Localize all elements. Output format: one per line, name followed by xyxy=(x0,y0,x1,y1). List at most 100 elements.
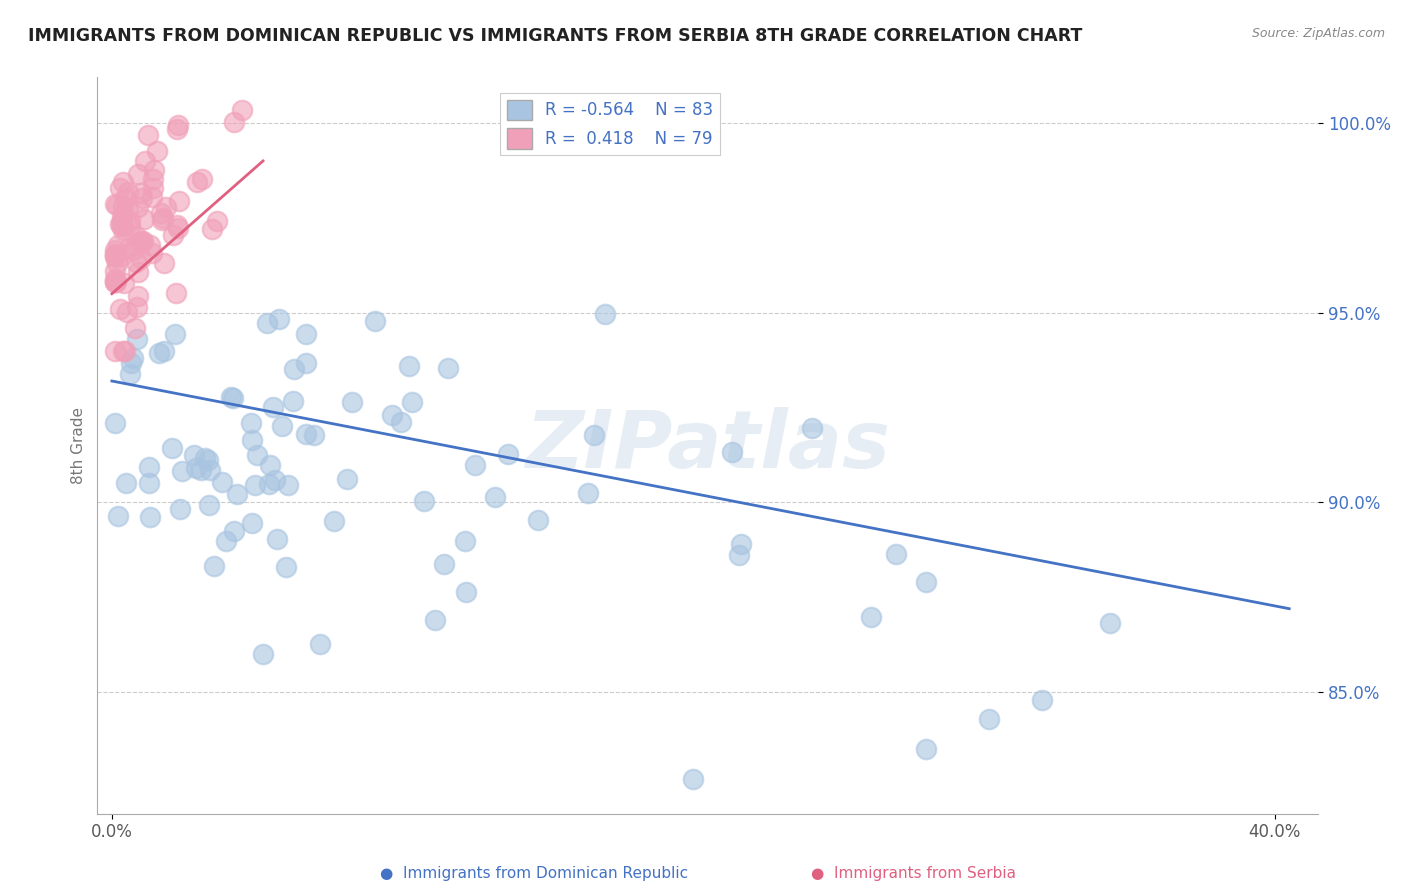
Point xyxy=(132,234,155,248)
Point xyxy=(127,200,149,214)
Point xyxy=(128,235,150,250)
Point xyxy=(269,312,291,326)
Point xyxy=(256,316,278,330)
Point xyxy=(222,391,245,405)
Point xyxy=(127,265,149,279)
Point xyxy=(150,206,173,220)
Point xyxy=(104,276,127,290)
Point xyxy=(456,584,478,599)
Point xyxy=(104,197,127,211)
Point xyxy=(155,200,177,214)
Point xyxy=(270,418,292,433)
Point xyxy=(166,118,188,132)
Point xyxy=(110,219,132,233)
Point xyxy=(595,307,617,321)
Point xyxy=(194,451,217,466)
Point xyxy=(118,214,141,228)
Point xyxy=(283,361,305,376)
Point xyxy=(148,346,170,360)
Point xyxy=(224,115,246,129)
Point xyxy=(139,509,162,524)
Point xyxy=(104,416,127,430)
Point xyxy=(309,637,332,651)
Point xyxy=(302,428,325,442)
Point xyxy=(111,249,134,263)
Point xyxy=(240,416,263,430)
Point xyxy=(246,449,269,463)
Point xyxy=(127,332,149,346)
Point xyxy=(112,343,135,358)
Point xyxy=(389,415,412,429)
Point xyxy=(104,243,127,257)
Point xyxy=(240,433,263,447)
Text: ZIPatlas: ZIPatlas xyxy=(526,407,890,484)
Point xyxy=(336,472,359,486)
Point xyxy=(323,514,346,528)
Point xyxy=(152,211,174,226)
Point xyxy=(112,199,135,213)
Point xyxy=(262,400,284,414)
Point xyxy=(401,394,423,409)
Point xyxy=(464,458,486,473)
Point xyxy=(527,512,550,526)
Point xyxy=(801,420,824,434)
Point xyxy=(454,533,477,548)
Point xyxy=(1031,692,1053,706)
Point xyxy=(576,486,599,500)
Point xyxy=(496,447,519,461)
Point xyxy=(107,238,129,252)
Point xyxy=(915,575,938,590)
Point xyxy=(104,275,127,289)
Point xyxy=(190,463,212,477)
Point xyxy=(127,167,149,181)
Point xyxy=(138,476,160,491)
Point xyxy=(977,712,1000,726)
Point xyxy=(163,326,186,341)
Point xyxy=(204,559,226,574)
Point xyxy=(183,448,205,462)
Point xyxy=(107,509,129,524)
Point xyxy=(215,533,238,548)
Point xyxy=(252,647,274,661)
Point xyxy=(914,742,936,756)
Point xyxy=(124,320,146,334)
Point xyxy=(121,243,143,257)
Point xyxy=(283,393,305,408)
Point xyxy=(153,256,176,270)
Point xyxy=(170,464,193,478)
Point xyxy=(259,458,281,472)
Point xyxy=(682,772,704,787)
Point xyxy=(398,359,420,374)
Text: ●  Immigrants from Dominican Republic: ● Immigrants from Dominican Republic xyxy=(380,866,689,881)
Point xyxy=(141,190,163,204)
Point xyxy=(294,427,316,442)
Text: ●  Immigrants from Serbia: ● Immigrants from Serbia xyxy=(811,866,1017,881)
Point xyxy=(186,175,208,189)
Point xyxy=(886,547,908,561)
Point xyxy=(129,186,152,201)
Point xyxy=(111,175,134,189)
Point xyxy=(277,478,299,492)
Point xyxy=(211,475,233,490)
Point xyxy=(165,286,187,301)
Point xyxy=(433,557,456,571)
Point xyxy=(219,390,242,404)
Point xyxy=(222,524,245,538)
Point xyxy=(166,219,188,233)
Point xyxy=(117,200,139,214)
Point xyxy=(200,463,222,477)
Point xyxy=(191,171,214,186)
Point xyxy=(142,163,165,178)
Point xyxy=(142,181,165,195)
Point xyxy=(111,219,134,233)
Point xyxy=(582,428,605,442)
Point xyxy=(129,234,152,248)
Point xyxy=(425,614,447,628)
Point xyxy=(484,490,506,504)
Point xyxy=(231,103,253,117)
Point xyxy=(859,610,882,624)
Point xyxy=(124,255,146,269)
Point xyxy=(111,210,134,224)
Point xyxy=(186,461,208,475)
Point xyxy=(245,478,267,492)
